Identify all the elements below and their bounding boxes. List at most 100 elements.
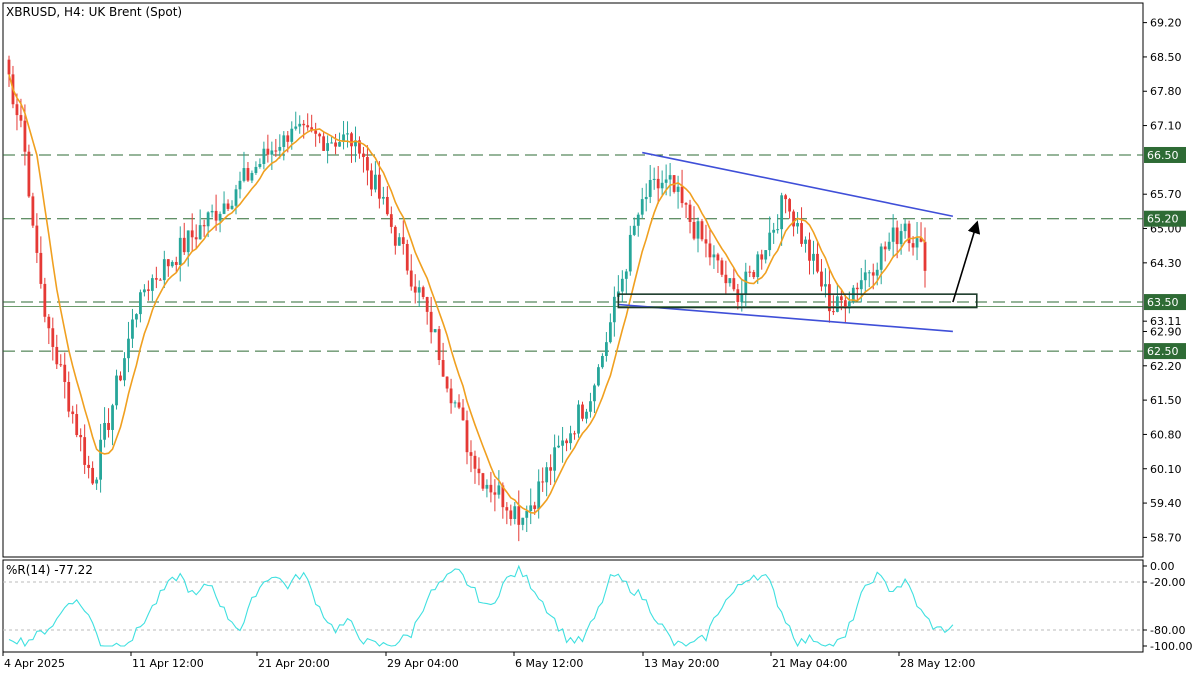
candle — [804, 236, 807, 253]
candle — [111, 403, 114, 446]
candle — [51, 317, 55, 361]
candle — [624, 268, 628, 295]
candle — [832, 295, 835, 316]
candle — [712, 245, 716, 269]
y-tick-label: 63.11 — [1150, 315, 1182, 328]
candle — [178, 226, 182, 282]
candle — [632, 217, 636, 237]
candle — [43, 277, 47, 323]
candle — [481, 472, 485, 491]
candle — [867, 270, 871, 288]
support-zone[interactable] — [617, 293, 978, 309]
candle — [362, 146, 365, 173]
breakout-arrow[interactable] — [952, 220, 981, 303]
candle — [620, 270, 624, 303]
candle — [589, 392, 592, 418]
candle — [338, 132, 341, 147]
svg-text:65.20: 65.20 — [1147, 213, 1179, 226]
candle — [135, 313, 138, 328]
y-tick-label: 65.70 — [1150, 188, 1182, 201]
candle — [640, 187, 644, 218]
candle — [812, 240, 815, 275]
candle — [692, 206, 696, 241]
williams-r-line — [8, 564, 954, 648]
candle — [569, 425, 572, 450]
osc-y-tick-label: 0.00 — [1150, 560, 1175, 573]
lower-trendline[interactable] — [618, 303, 953, 333]
candle — [776, 214, 780, 234]
candle — [194, 224, 198, 250]
x-tick-label: 11 Apr 12:00 — [132, 657, 204, 670]
candle — [593, 383, 596, 414]
candle — [772, 222, 776, 244]
candle — [808, 232, 811, 275]
candle — [895, 220, 899, 259]
candle — [461, 399, 465, 421]
upper-trendline[interactable] — [642, 151, 954, 218]
candle — [684, 202, 688, 219]
candle — [501, 482, 505, 519]
candle — [67, 371, 71, 418]
candle — [907, 220, 911, 252]
candle — [385, 186, 389, 216]
candle — [541, 467, 545, 492]
candle — [266, 134, 270, 163]
candle — [27, 144, 31, 198]
candle — [83, 424, 87, 474]
candle — [843, 294, 847, 324]
candle — [374, 161, 377, 193]
candle — [668, 163, 672, 197]
candle — [465, 410, 469, 465]
candle — [143, 284, 146, 297]
candle — [326, 135, 329, 164]
candle — [911, 236, 915, 256]
y-tick-label: 67.10 — [1150, 120, 1182, 133]
candle — [716, 252, 720, 273]
candle — [182, 222, 186, 255]
candle — [863, 259, 867, 293]
candle — [796, 212, 799, 234]
candle — [720, 257, 724, 278]
candle — [318, 132, 322, 144]
candle — [162, 250, 166, 289]
candle — [605, 332, 608, 362]
moving-average — [8, 74, 926, 514]
level-tag: 66.50 — [1144, 146, 1186, 163]
candle — [449, 378, 453, 414]
y-tick-label: 69.20 — [1150, 17, 1182, 30]
candle — [879, 243, 883, 285]
candle — [381, 186, 385, 205]
candle — [405, 239, 409, 275]
candle — [39, 236, 43, 289]
candle — [764, 250, 768, 264]
candle — [429, 296, 433, 344]
candle — [366, 145, 369, 186]
x-tick-label: 13 May 20:00 — [644, 657, 719, 670]
candle — [728, 278, 732, 287]
candle — [788, 197, 791, 219]
candle — [704, 224, 708, 258]
candle — [453, 400, 457, 408]
candle — [358, 136, 361, 159]
candle — [680, 169, 684, 208]
candle — [652, 167, 656, 190]
candle — [262, 141, 266, 170]
drawings — [617, 151, 981, 333]
candle — [413, 274, 417, 304]
candle — [71, 405, 75, 424]
candle — [489, 471, 493, 503]
candle — [549, 454, 553, 486]
candle — [238, 171, 242, 199]
candle — [437, 325, 441, 366]
candle — [314, 122, 318, 147]
candle — [298, 115, 302, 134]
candle — [75, 404, 79, 438]
candle — [47, 314, 51, 345]
candle — [553, 434, 557, 483]
candle — [581, 401, 584, 422]
candle — [330, 136, 333, 144]
candle — [198, 209, 202, 240]
candle — [457, 394, 461, 410]
osc-y-tick-label: -100.00 — [1150, 640, 1192, 653]
